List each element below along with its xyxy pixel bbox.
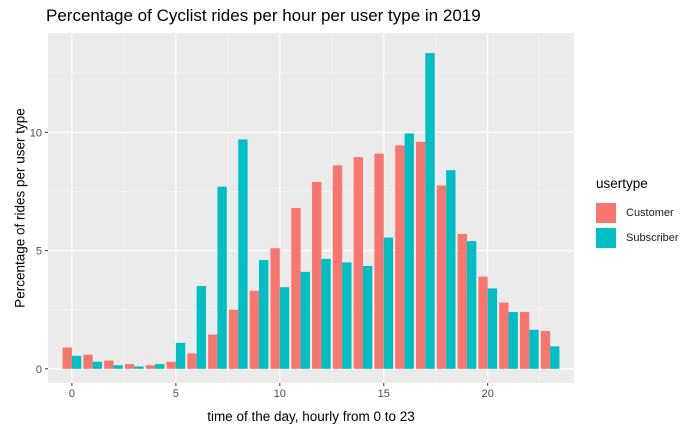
legend-item-subscriber: Subscriber [596, 225, 679, 250]
legend-title: usertype [596, 176, 648, 191]
bar-customer-hour-11 [291, 208, 301, 369]
legend: usertype Customer Subscriber [596, 176, 679, 250]
bar-subscriber-hour-19 [466, 241, 477, 369]
bar-customer-hour-16 [395, 145, 405, 369]
bar-customer-hour-21 [499, 302, 509, 369]
bar-customer-hour-5 [166, 361, 176, 369]
bar-subscriber-hour-6 [196, 286, 207, 369]
bar-customer-hour-10 [270, 248, 280, 369]
y-axis-title: Percentage of rides per user type [13, 108, 28, 308]
bar-customer-hour-15 [374, 153, 384, 369]
x-tick-label: 0 [69, 388, 75, 400]
bar-customer-hour-19 [457, 234, 467, 369]
x-tick-label: 10 [274, 388, 286, 400]
bar-customer-hour-1 [83, 354, 93, 369]
bar-customer-hour-0 [62, 347, 72, 369]
bar-subscriber-hour-0 [71, 355, 82, 369]
x-tick-label: 20 [482, 388, 494, 400]
bar-customer-hour-6 [187, 353, 197, 369]
x-tick-label: 15 [378, 388, 390, 400]
bar-customer-hour-4 [145, 365, 156, 369]
bar-subscriber-hour-9 [259, 260, 269, 369]
legend-key-customer [596, 202, 616, 223]
bar-subscriber-hour-12 [321, 258, 331, 369]
bar-subscriber-hour-2 [113, 365, 123, 369]
legend-key-subscriber [596, 227, 616, 248]
bar-customer-hour-8 [228, 309, 239, 369]
bar-subscriber-hour-13 [342, 262, 352, 369]
bar-customer-hour-22 [519, 312, 530, 369]
y-tick-label: 0 [36, 364, 42, 376]
grid-minor [48, 33, 574, 383]
legend-label-subscriber: Subscriber [626, 231, 679, 244]
bar-subscriber-hour-16 [404, 133, 414, 369]
bar-subscriber-hour-17 [425, 53, 435, 369]
bar-subscriber-hour-1 [92, 361, 103, 369]
legend-label-customer: Customer [626, 206, 674, 219]
bar-subscriber-hour-10 [279, 287, 290, 369]
x-tick-label: 5 [173, 388, 179, 400]
bar-customer-hour-7 [208, 334, 218, 369]
y-tick-label: 10 [30, 127, 42, 139]
bar-customer-hour-17 [415, 141, 426, 369]
bar-subscriber-hour-21 [508, 312, 518, 369]
bar-customer-hour-9 [249, 290, 260, 369]
bar-customer-hour-13 [332, 165, 343, 369]
y-tick-label: 5 [36, 246, 42, 258]
bar-customer-hour-3 [124, 364, 135, 369]
bar-customer-hour-2 [104, 360, 114, 369]
bars [62, 53, 560, 369]
bar-subscriber-hour-3 [134, 366, 144, 369]
axis-ticks [45, 131, 489, 386]
bar-customer-hour-23 [540, 330, 551, 369]
bar-subscriber-hour-20 [487, 288, 498, 369]
bar-subscriber-hour-18 [446, 170, 456, 369]
chart-title: Percentage of Cyclist rides per hour per… [46, 6, 481, 25]
bar-subscriber-hour-5 [175, 342, 186, 369]
bar-subscriber-hour-4 [155, 364, 165, 369]
legend-item-customer: Customer [596, 200, 679, 225]
bar-subscriber-hour-11 [300, 271, 310, 369]
bar-subscriber-hour-8 [238, 139, 248, 369]
x-axis-title: time of the day, hourly from 0 to 23 [207, 409, 415, 424]
bar-customer-hour-12 [312, 181, 322, 369]
bar-subscriber-hour-7 [217, 186, 227, 369]
bar-subscriber-hour-23 [550, 346, 560, 369]
bar-customer-hour-14 [353, 157, 363, 369]
bar-subscriber-hour-22 [529, 329, 539, 369]
bar-subscriber-hour-14 [362, 265, 373, 369]
bar-customer-hour-20 [478, 276, 488, 369]
bar-customer-hour-18 [436, 185, 447, 369]
tick-labels: 0 5 10 15 20 0 5 10 [30, 127, 494, 400]
bar-subscriber-hour-15 [383, 237, 394, 369]
